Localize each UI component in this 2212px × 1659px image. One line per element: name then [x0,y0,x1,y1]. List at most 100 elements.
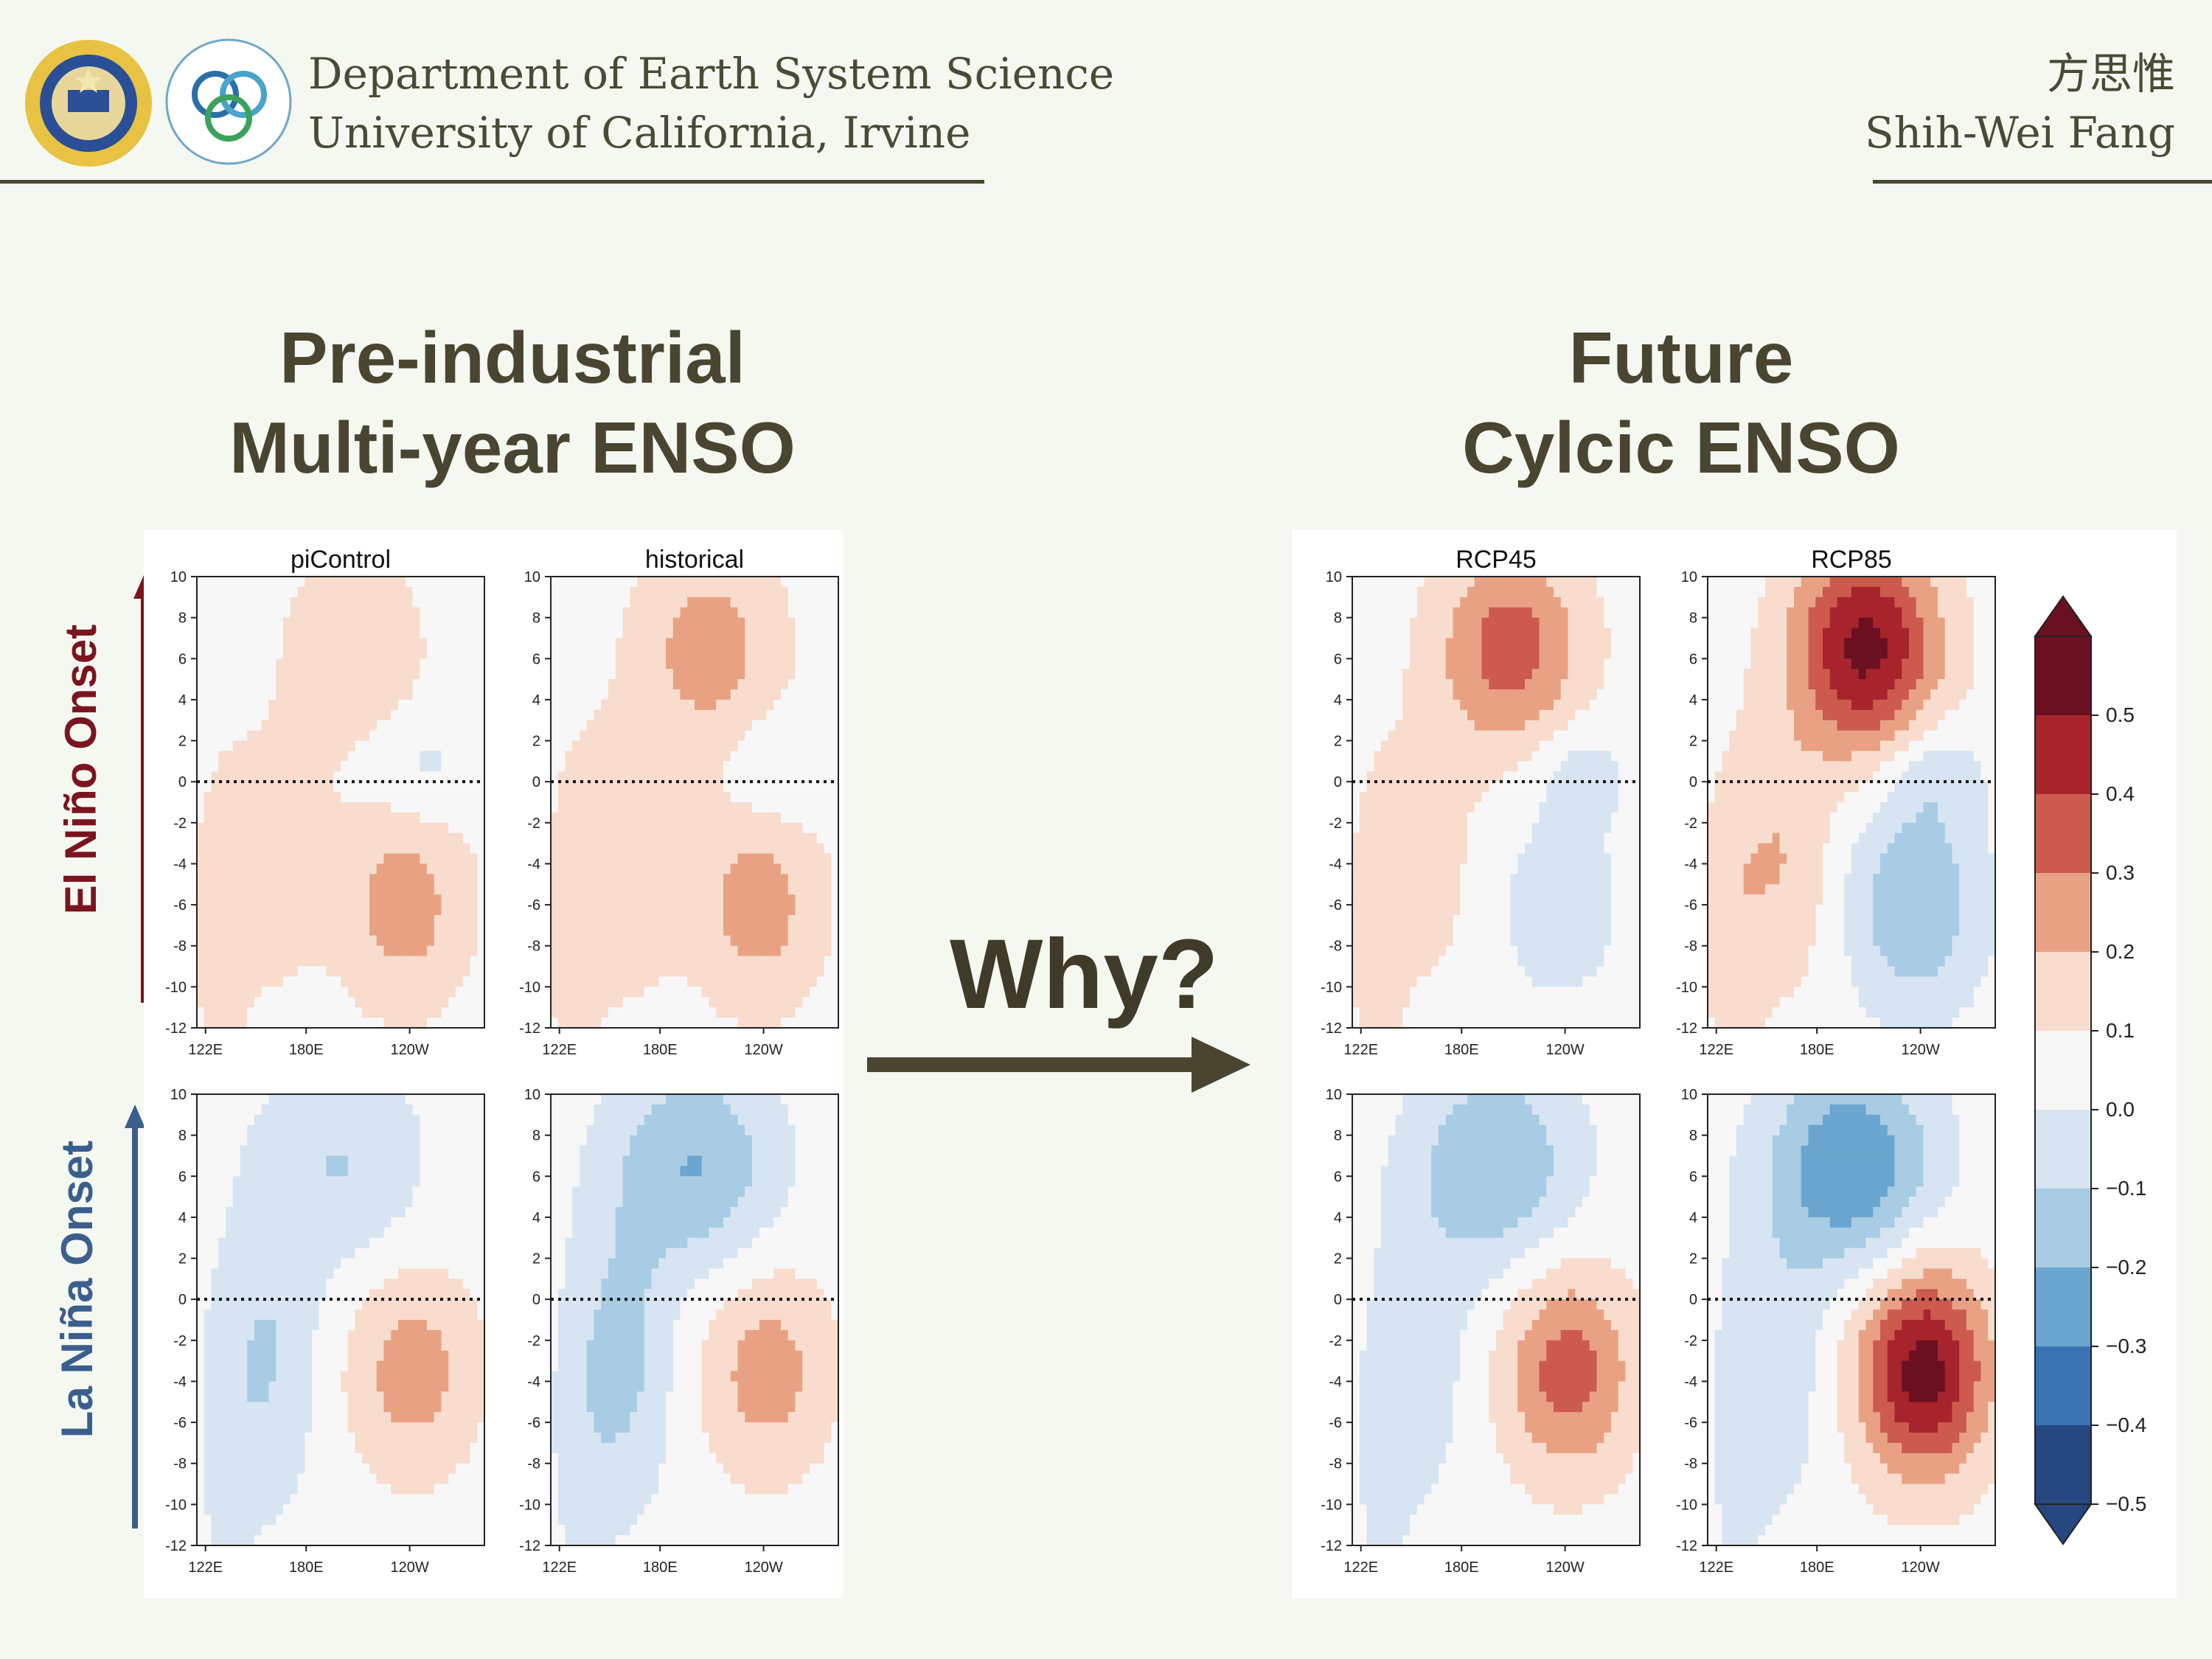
heatmap-cell [268,1227,276,1239]
heatmap-cell [254,1310,262,1321]
heatmap-cell [283,586,291,598]
heatmap-cell [383,1299,392,1310]
heatmap-cell [268,761,276,772]
heatmap-cell [283,679,291,690]
heatmap-cell [197,1135,205,1147]
heatmap-cell [795,843,803,855]
heatmap-cell [398,1453,406,1464]
heatmap-cell [254,648,262,659]
heatmap-cell [232,1155,241,1166]
heatmap-cell [247,1166,255,1177]
heatmap-cell [305,1145,313,1157]
heatmap-cell [261,1484,270,1495]
heatmap-cell [759,812,768,824]
heatmap-cell [240,617,248,629]
heatmap-cell [412,832,420,844]
heatmap-cell [477,638,485,649]
heatmap-cell [268,966,276,978]
heatmap-cell [240,1135,248,1147]
heatmap-cell [211,1145,219,1157]
heatmap-cell [594,915,602,926]
heatmap-cell [773,997,782,1008]
heatmap-cell [240,1381,248,1392]
heatmap-cell [341,853,349,865]
heatmap-cell [565,915,573,926]
heatmap-cell [218,617,226,629]
heatmap-cell [470,751,478,762]
heatmap-cell [232,822,241,834]
heatmap-cell [305,1217,313,1228]
heatmap-cell [391,577,399,588]
heatmap-cell [637,720,645,731]
heatmap-cell [240,679,248,690]
heatmap-cell [637,1007,645,1018]
heatmap-cell [687,945,695,957]
heatmap-cell [658,679,667,690]
heatmap-cell [197,1402,205,1413]
heatmap-cell [709,586,717,598]
heatmap-cell [651,956,659,967]
heatmap-cell [672,905,681,916]
title-line: Pre-industrial [279,317,745,398]
heatmap-cell [802,976,810,987]
heatmap-cell [268,1279,276,1290]
heatmap-cell [795,720,803,731]
heatmap-cell [580,822,588,834]
heatmap-cell [391,1310,399,1321]
heatmap-cell [572,782,580,793]
heatmap-cell [383,1535,392,1546]
heatmap-cell [427,935,435,947]
heatmap-cell [759,638,768,649]
heatmap-cell [341,1124,349,1136]
heatmap-cell [824,627,832,639]
heatmap-cell [565,648,573,659]
heatmap-cell [580,905,588,916]
heatmap-cell [276,1176,284,1187]
heatmap-cell [441,740,449,752]
heatmap-cell [831,945,839,957]
heatmap-cell [347,1340,356,1352]
heatmap-cell [312,1155,320,1166]
heatmap-cell [781,987,789,998]
heatmap-cell [362,1114,370,1126]
heatmap-cell [347,1525,356,1536]
heatmap-cell [341,1237,349,1249]
heatmap-cell [434,586,442,598]
heatmap-cell [290,863,299,874]
heatmap-cell [355,1279,363,1290]
heatmap-cell [268,1248,276,1259]
heatmap-cell [290,792,299,803]
heatmap-cell [383,1350,392,1362]
heatmap-cell [594,627,602,639]
heatmap-cell [211,709,219,721]
heatmap-cell [290,1402,299,1413]
heatmap-cell [420,894,428,905]
heatmap-cell [441,669,449,680]
heatmap-cell [355,679,363,690]
heatmap-cell [347,884,356,895]
heatmap-cell [247,1473,255,1485]
heatmap-cell [218,1237,226,1249]
heatmap-cell [420,1207,428,1218]
heatmap-cell [456,751,464,762]
heatmap-cell [391,1320,399,1331]
heatmap-cell [319,586,327,598]
heatmap-cell [261,1268,270,1279]
heatmap-cell [391,1340,399,1352]
heatmap-cell [773,627,782,639]
heatmap-cell [376,1360,385,1372]
heatmap-cell [816,905,825,916]
heatmap-cell [651,740,659,752]
heatmap-cell [247,1484,255,1495]
heatmap-cell [420,669,428,680]
heatmap-cell [218,976,226,987]
heatmap-cell [730,843,739,855]
heatmap-cell [420,679,428,690]
heatmap-cell [701,843,710,855]
y-tick-label: -10 [519,979,540,995]
heatmap-cell [226,1007,234,1018]
heatmap-cell [644,884,653,895]
heatmap-cell [672,617,681,629]
heatmap-cell [701,627,710,639]
heatmap-cell [787,874,796,885]
